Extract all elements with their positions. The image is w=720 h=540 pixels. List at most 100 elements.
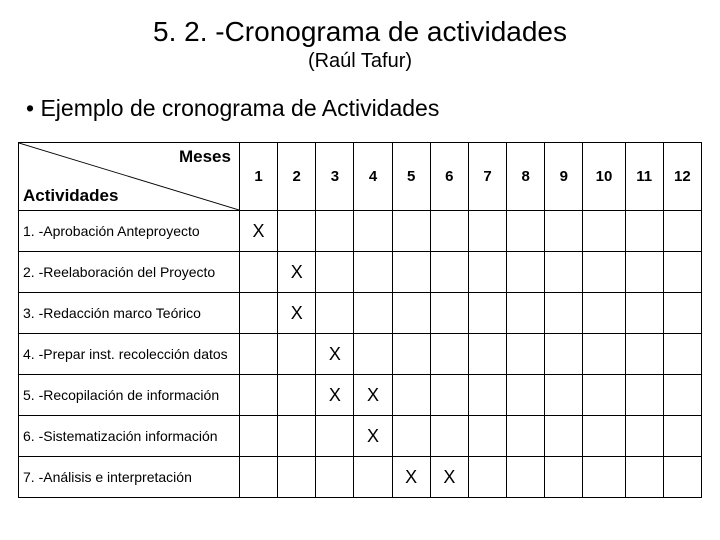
schedule-cell [545,293,583,334]
schedule-cell: X [392,457,430,498]
schedule-cell [430,293,468,334]
schedule-cell [663,457,701,498]
schedule-cell [663,416,701,457]
schedule-cell [545,375,583,416]
schedule-cell [583,416,625,457]
schedule-cell [392,252,430,293]
schedule-cell [354,457,392,498]
schedule-cell [545,416,583,457]
schedule-cell [468,375,506,416]
schedule-cell [583,375,625,416]
schedule-cell [583,293,625,334]
schedule-cell [468,293,506,334]
schedule-cell [663,334,701,375]
schedule-cell [545,252,583,293]
schedule-cell [278,211,316,252]
schedule-cell [545,211,583,252]
schedule-cell [507,375,545,416]
activity-label: 3. -Redacción marco Teórico [19,293,240,334]
schedule-cell [507,416,545,457]
schedule-cell [316,211,354,252]
schedule-cell [278,375,316,416]
schedule-cell: X [239,211,277,252]
schedule-cell [278,457,316,498]
schedule-cell [392,375,430,416]
schedule-cell [545,457,583,498]
schedule-cell [625,252,663,293]
schedule-cell [239,457,277,498]
schedule-cell [354,334,392,375]
schedule-cell: X [278,293,316,334]
table-row: 1. -Aprobación AnteproyectoX [19,211,702,252]
month-col-2: 2 [278,143,316,211]
header-actividades-label: Actividades [23,186,118,206]
activity-label: 6. -Sistematización información [19,416,240,457]
schedule-cell [468,334,506,375]
schedule-cell: X [354,375,392,416]
schedule-cell [625,416,663,457]
activity-label: 2. -Reelaboración del Proyecto [19,252,240,293]
schedule-cell [278,416,316,457]
schedule-cell [430,375,468,416]
schedule-cell [239,252,277,293]
schedule-cell [278,334,316,375]
schedule-cell [625,375,663,416]
month-col-11: 11 [625,143,663,211]
table-row: 4. -Prepar inst. recolección datos X [19,334,702,375]
schedule-cell [663,211,701,252]
schedule-cell [239,334,277,375]
page-title: 5. 2. -Cronograma de actividades [18,16,702,48]
schedule-cell [354,252,392,293]
table-header-row: Meses Actividades 1 2 3 4 5 6 7 8 9 10 1… [19,143,702,211]
schedule-cell [507,334,545,375]
schedule-cell [430,334,468,375]
schedule-cell [392,211,430,252]
schedule-cell [239,375,277,416]
schedule-cell: X [316,334,354,375]
schedule-cell [545,334,583,375]
bullet-example: Ejemplo de cronograma de Actividades [26,95,702,122]
month-col-5: 5 [392,143,430,211]
schedule-cell [625,457,663,498]
schedule-cell [507,211,545,252]
month-col-4: 4 [354,143,392,211]
schedule-cell [392,334,430,375]
schedule-cell [507,457,545,498]
activity-label: 5. -Recopilación de información [19,375,240,416]
schedule-cell [392,416,430,457]
month-col-1: 1 [239,143,277,211]
schedule-cell [468,252,506,293]
schedule-cell [354,211,392,252]
schedule-cell [583,252,625,293]
schedule-cell [468,416,506,457]
schedule-cell [430,416,468,457]
schedule-cell [583,334,625,375]
activity-label: 4. -Prepar inst. recolección datos [19,334,240,375]
table-row: 3. -Redacción marco Teórico X [19,293,702,334]
schedule-cell [663,293,701,334]
schedule-cell [583,211,625,252]
schedule-cell [663,375,701,416]
schedule-cell [625,293,663,334]
table-row: 7. -Análisis e interpretaciónXX [19,457,702,498]
schedule-cell [354,293,392,334]
schedule-cell [468,211,506,252]
schedule-cell: X [430,457,468,498]
table-row: 2. -Reelaboración del ProyectoX [19,252,702,293]
schedule-cell [316,457,354,498]
schedule-cell [507,293,545,334]
schedule-cell [239,416,277,457]
table-row: 5. -Recopilación de información XX [19,375,702,416]
header-diagonal-cell: Meses Actividades [19,143,240,211]
schedule-cell [316,416,354,457]
schedule-cell [583,457,625,498]
header-meses-label: Meses [179,147,231,167]
schedule-cell [625,211,663,252]
schedule-cell [663,252,701,293]
schedule-cell [468,457,506,498]
schedule-cell: X [316,375,354,416]
month-col-10: 10 [583,143,625,211]
schedule-cell [507,252,545,293]
month-col-9: 9 [545,143,583,211]
schedule-cell [316,293,354,334]
